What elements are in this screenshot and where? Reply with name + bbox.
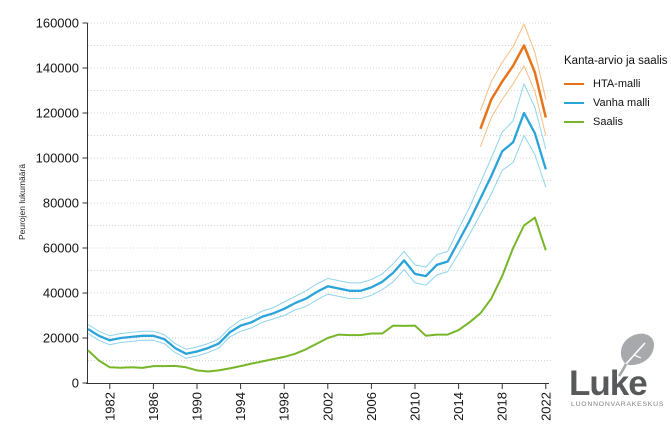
luke-leaf-icon bbox=[617, 333, 655, 377]
x-tick-label: 1986 bbox=[146, 392, 161, 421]
legend-swatch-hta-malli bbox=[564, 83, 584, 85]
legend-swatch-saalis bbox=[564, 121, 584, 123]
ci-line-hta-malli-upper bbox=[479, 23, 547, 111]
y-tick-label: 140000 bbox=[36, 61, 79, 76]
legend-label-vanha-malli: Vanha malli bbox=[593, 97, 650, 109]
x-tick-label: 2014 bbox=[451, 392, 466, 421]
x-tick-label: 1990 bbox=[190, 392, 205, 421]
ci-line-vanha-malli-lower bbox=[87, 135, 547, 359]
legend-label-saalis: Saalis bbox=[593, 116, 623, 128]
x-tick-label: 1994 bbox=[233, 392, 248, 421]
x-tick-label: 2006 bbox=[364, 392, 379, 421]
series-line-hta-malli bbox=[479, 44, 548, 130]
ci-line-vanha-malli-upper bbox=[87, 83, 547, 350]
y-tick-label: 60000 bbox=[43, 241, 79, 256]
x-tick-label: 2018 bbox=[495, 392, 510, 421]
y-tick-label: 160000 bbox=[36, 16, 79, 31]
legend-item-saalis: Saalis bbox=[564, 116, 671, 128]
y-tick-label: 40000 bbox=[43, 286, 79, 301]
luke-logo-text: Luke bbox=[569, 364, 648, 403]
luke-logo-subtitle: LUONNONVARAKESKUS bbox=[571, 401, 665, 408]
x-tick-label: 2022 bbox=[538, 392, 553, 421]
series-line-saalis bbox=[87, 216, 547, 373]
y-tick-label: 20000 bbox=[43, 331, 79, 346]
y-axis-title: Peurojen lukumäärä bbox=[17, 164, 27, 240]
legend-title: Kanta-arvio ja saalis bbox=[564, 55, 668, 67]
legend-swatch-vanha-malli bbox=[564, 102, 584, 104]
y-tick-label: 0 bbox=[72, 376, 79, 391]
x-tick-label: 2010 bbox=[408, 392, 423, 421]
y-tick-label: 120000 bbox=[36, 106, 79, 121]
x-tick-label: 2002 bbox=[320, 392, 335, 421]
x-tick-label: 1982 bbox=[102, 392, 117, 421]
ci-line-hta-malli-lower bbox=[479, 65, 547, 147]
chart-legend: Kanta-arvio ja saalis HTA-malli Vanha ma… bbox=[564, 55, 671, 135]
x-tick-label: 1998 bbox=[277, 392, 292, 421]
y-tick-label: 100000 bbox=[36, 151, 79, 166]
legend-item-vanha-malli: Vanha malli bbox=[564, 97, 671, 109]
series-line-vanha-malli bbox=[87, 111, 547, 355]
legend-label-hta-malli: HTA-malli bbox=[593, 78, 641, 90]
legend-item-hta-malli: HTA-malli bbox=[564, 78, 671, 90]
y-tick-label: 80000 bbox=[43, 196, 79, 211]
